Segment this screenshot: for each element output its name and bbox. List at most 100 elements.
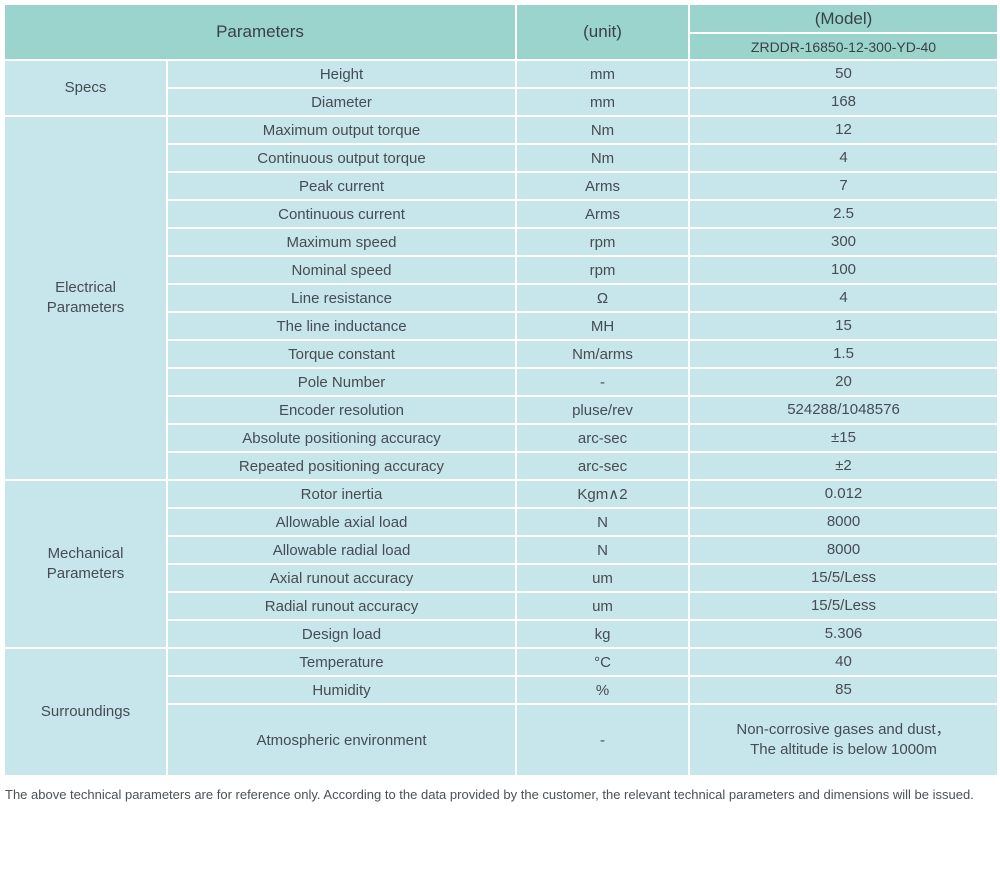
value-cell: 5.306 (688, 619, 999, 649)
table-row: Continuous output torque Nm 4 (4, 143, 999, 173)
param-cell: Allowable axial load (166, 507, 517, 537)
param-cell: Pole Number (166, 367, 517, 397)
table-row: Encoder resolution pluse/rev 524288/104857… (4, 395, 999, 425)
model-header: (Model) (688, 3, 999, 34)
spec-table: Parameters (unit) (Model) ZRDDR-16850-12… (3, 3, 999, 777)
unit-cell: arc-sec (515, 423, 690, 453)
value-cell: 15/5/Less (688, 591, 999, 621)
table-row: Diameter mm 168 (4, 87, 999, 117)
param-cell: Torque constant (166, 339, 517, 369)
table-row: Atmospheric environment - Non-corrosive ga… (4, 703, 999, 777)
table-row: Maximum speed rpm 300 (4, 227, 999, 257)
unit-cell: Nm (515, 143, 690, 173)
value-cell: ±2 (688, 451, 999, 481)
param-cell: Continuous output torque (166, 143, 517, 173)
param-cell: The line inductance (166, 311, 517, 341)
param-cell: Peak current (166, 171, 517, 201)
value-cell: 8000 (688, 535, 999, 565)
section-name-cell: Specs (3, 59, 168, 117)
value-cell: 40 (688, 647, 999, 677)
section-name-cell: Electrical Parameters (3, 115, 168, 481)
unit-cell: rpm (515, 255, 690, 285)
value-cell: 2.5 (688, 199, 999, 229)
page: Parameters (unit) (Model) ZRDDR-16850-12… (3, 3, 999, 802)
value-cell: 20 (688, 367, 999, 397)
param-cell: Maximum output torque (166, 115, 517, 145)
value-cell: 1.5 (688, 339, 999, 369)
param-cell: Temperature (166, 647, 517, 677)
table-row: The line inductance MH 15 (4, 311, 999, 341)
table-row: Humidity% 85 (4, 675, 999, 705)
table-row: Repeated positioning accuracy arc-sec ±2 (4, 451, 999, 481)
param-cell: Design load (166, 619, 517, 649)
param-cell: Continuous current (166, 199, 517, 229)
model-number: ZRDDR-16850-12-300-YD-40 (688, 32, 999, 61)
unit-cell: Arms (515, 171, 690, 201)
unit-cell: rpm (515, 227, 690, 257)
unit-cell: um (515, 591, 690, 621)
unit-cell: mm (515, 59, 690, 89)
param-cell: Absolute positioning accuracy (166, 423, 517, 453)
table-row: Design load kg 5.306 (4, 619, 999, 649)
unit-cell: Kgm∧2 (515, 479, 690, 509)
table-row: Torque constant Nm/arms 1.5 (4, 339, 999, 369)
table-header: Parameters (unit) (Model) ZRDDR-16850-12… (3, 3, 999, 61)
param-cell: Radial runout accuracy (166, 591, 517, 621)
table-row: Allowable axial load N 8000 (4, 507, 999, 537)
unit-cell: - (515, 703, 690, 777)
unit-cell: kg (515, 619, 690, 649)
unit-cell: Nm/arms (515, 339, 690, 369)
param-cell: Rotor inertia (166, 479, 517, 509)
table-row: Line resistance Ω 4 (4, 283, 999, 313)
unit-cell: um (515, 563, 690, 593)
param-cell: Humidity (166, 675, 517, 705)
unit-cell: mm (515, 87, 690, 117)
table-row: Axial runout accuracy um 15/5/Less (4, 563, 999, 593)
unit-cell: N (515, 507, 690, 537)
value-cell: 12 (688, 115, 999, 145)
value-cell: 4 (688, 283, 999, 313)
table-body: Specs Height mm 50 Diameter mm 168 Electrical P… (3, 59, 999, 777)
param-cell: Line resistance (166, 283, 517, 313)
value-cell: 0.012 (688, 479, 999, 509)
table-row: Allowable radial load N 8000 (4, 535, 999, 565)
unit-cell: - (515, 367, 690, 397)
parameters-header: Parameters (3, 3, 517, 61)
table-row: Peak current Arms 7 (4, 171, 999, 201)
table-row: Pole Number -20 (4, 367, 999, 397)
value-cell: 8000 (688, 507, 999, 537)
param-cell: Nominal speed (166, 255, 517, 285)
value-cell: 300 (688, 227, 999, 257)
value-cell: 85 (688, 675, 999, 705)
table-row: Specs Height mm 50 (3, 59, 999, 117)
value-cell: 4 (688, 143, 999, 173)
param-cell: Height (166, 59, 517, 89)
table-row: Absolute positioning accuracy arc-sec ±15 (4, 423, 999, 453)
value-cell: 15 (688, 311, 999, 341)
param-cell: Maximum speed (166, 227, 517, 257)
value-cell: 100 (688, 255, 999, 285)
unit-cell: °C (515, 647, 690, 677)
table-row: Nominal speed rpm 100 (4, 255, 999, 285)
table-row: Surroundings Temperature °C 40 (3, 647, 999, 777)
param-cell: Atmospheric environment (166, 703, 517, 777)
unit-cell: Ω (515, 283, 690, 313)
param-cell: Repeated positioning accuracy (166, 451, 517, 481)
unit-cell: N (515, 535, 690, 565)
unit-cell: MH (515, 311, 690, 341)
unit-cell: % (515, 675, 690, 705)
section-name-cell: Surroundings (3, 647, 168, 777)
section-name-cell: Mechanical Parameters (3, 479, 168, 649)
param-cell: Axial runout accuracy (166, 563, 517, 593)
unit-cell: pluse/rev (515, 395, 690, 425)
value-cell: 524288/1048576 (688, 395, 999, 425)
value-cell: 168 (688, 87, 999, 117)
unit-cell: arc-sec (515, 451, 690, 481)
value-cell: Non-corrosive gases and dust， The altitu… (688, 703, 999, 777)
value-cell: ±15 (688, 423, 999, 453)
unit-header: (unit) (515, 3, 690, 61)
param-cell: Allowable radial load (166, 535, 517, 565)
footer-note: The above technical parameters are for r… (5, 787, 974, 802)
unit-cell: Arms (515, 199, 690, 229)
param-cell: Diameter (166, 87, 517, 117)
